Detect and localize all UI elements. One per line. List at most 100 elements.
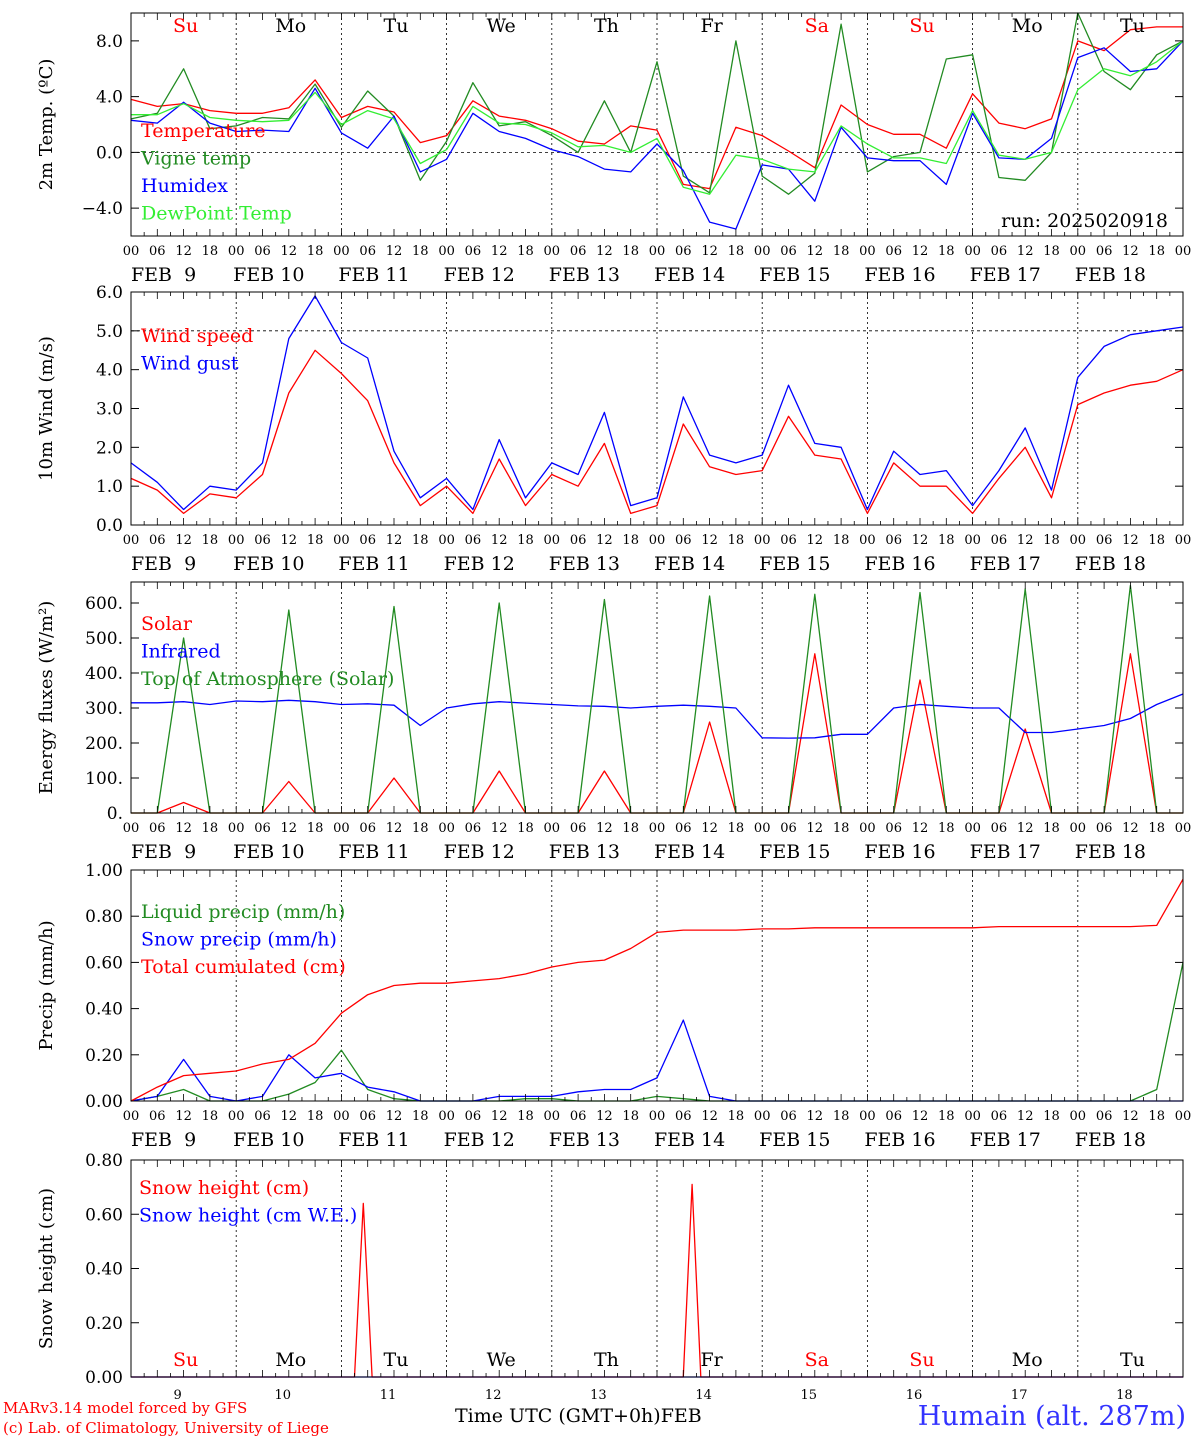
hour-label: 06 — [254, 821, 271, 836]
hour-label: 06 — [885, 533, 902, 548]
hour-label: 00 — [1070, 533, 1087, 548]
legend-1: Snow height (cm) — [139, 1177, 309, 1199]
hour-label: 00 — [544, 821, 561, 836]
date-label: FEB 10 — [233, 841, 304, 863]
hour-label: 12 — [281, 1109, 298, 1124]
hour-label: 12 — [1017, 821, 1034, 836]
weekday-label: Tu — [384, 15, 409, 37]
hour-label: 12 — [491, 1109, 508, 1124]
y-axis-label: Snow height (cm) — [36, 1188, 57, 1349]
hour-label: 00 — [964, 1109, 981, 1124]
hour-label: 18 — [202, 533, 219, 548]
series-line-3 — [130, 878, 1184, 1102]
hour-label: 18 — [728, 533, 745, 548]
legend-2: Snow precip (mm/h) — [141, 929, 337, 951]
y-tick-label: 1.0 — [96, 477, 123, 497]
weekday-label: Tu — [1120, 1349, 1145, 1371]
hour-label: 18 — [728, 244, 745, 259]
day-number: 13 — [590, 1388, 607, 1403]
legend-3: Top of Atmosphere (Solar) — [141, 668, 394, 690]
hour-label: 18 — [833, 244, 850, 259]
hour-label: 18 — [517, 1109, 534, 1124]
hour-label: 06 — [885, 244, 902, 259]
hour-label: 00 — [1070, 244, 1087, 259]
hour-label: 12 — [386, 244, 403, 259]
date-label: FEB 16 — [864, 841, 935, 863]
date-label: FEB 15 — [759, 1129, 830, 1151]
date-label: FEB 13 — [549, 264, 620, 286]
hour-label: 00 — [1175, 821, 1192, 836]
hour-label: 06 — [570, 244, 587, 259]
hour-label: 18 — [307, 533, 324, 548]
date-label: FEB 17 — [970, 264, 1041, 286]
y-tick-label: 0.60 — [85, 1205, 123, 1225]
weekday-label: Sa — [805, 15, 829, 37]
date-label: FEB 15 — [759, 553, 830, 575]
day-number: 16 — [906, 1388, 923, 1403]
date-label: FEB 16 — [864, 1129, 935, 1151]
hour-label: 06 — [675, 533, 692, 548]
panel-3: 600. 500. 400. 300. 200. 100. 0. Energy fluxes … — [36, 581, 1192, 863]
date-label: FEB 12 — [444, 841, 515, 863]
hour-label: 00 — [1070, 821, 1087, 836]
date-label: FEB 11 — [338, 264, 409, 286]
hour-label: 12 — [807, 821, 824, 836]
y-tick-label: 200. — [85, 734, 123, 754]
hour-label: 06 — [570, 1109, 587, 1124]
hour-label: 18 — [1148, 1109, 1165, 1124]
series-line-2 — [130, 12, 1184, 195]
hour-label: 12 — [1122, 244, 1139, 259]
date-label: FEB 10 — [233, 1129, 304, 1151]
date-label: FEB 10 — [233, 553, 304, 575]
hour-label: 06 — [570, 533, 587, 548]
hour-label: 06 — [254, 533, 271, 548]
weekday-label: Tu — [1120, 15, 1145, 37]
legend-2: Infrared — [141, 641, 221, 663]
y-tick-label: −4.0 — [82, 199, 123, 219]
date-label: FEB 12 — [444, 1129, 515, 1151]
hour-label: 00 — [1175, 533, 1192, 548]
hour-label: 18 — [307, 244, 324, 259]
hour-label: 18 — [412, 1109, 429, 1124]
weekday-label: Su — [909, 1349, 934, 1371]
y-tick-label: 3.0 — [96, 400, 123, 420]
day-number: 10 — [275, 1388, 292, 1403]
day-number: 15 — [801, 1388, 818, 1403]
hour-label: 06 — [359, 1109, 376, 1124]
hour-label: 06 — [780, 1109, 797, 1124]
series-line-1 — [130, 26, 1183, 190]
hour-label: 18 — [1043, 821, 1060, 836]
hour-label: 18 — [202, 821, 219, 836]
x-axis-title-text: Time UTC (GMT+0h) — [455, 1405, 661, 1427]
hour-label: 12 — [596, 533, 613, 548]
series-line-3 — [130, 40, 1184, 230]
hour-label: 00 — [649, 1109, 666, 1124]
y-tick-label: 8.0 — [96, 32, 123, 52]
hour-label: 12 — [701, 1109, 718, 1124]
hour-label: 06 — [780, 821, 797, 836]
legend-1: Temperature — [141, 120, 265, 142]
hour-label: 12 — [281, 821, 298, 836]
y-axis-label: 2m Temp. (ºC) — [36, 59, 57, 191]
series-line-4 — [131, 40, 1184, 195]
legend-4: DewPoint Temp — [141, 203, 292, 225]
hour-label: 18 — [728, 1109, 745, 1124]
hour-label: 12 — [491, 533, 508, 548]
y-tick-label: 1.00 — [85, 861, 123, 881]
date-label: FEB 16 — [864, 553, 935, 575]
legend-2: Wind gust — [141, 353, 239, 375]
weekday-label: Mo — [1012, 1349, 1043, 1371]
hour-label: 12 — [912, 244, 929, 259]
hour-label: 00 — [544, 533, 561, 548]
hour-label: 18 — [938, 533, 955, 548]
hour-label: 06 — [465, 533, 482, 548]
day-number: 18 — [1116, 1388, 1133, 1403]
y-tick-label: 0.00 — [85, 1368, 123, 1388]
hour-label: 06 — [991, 1109, 1008, 1124]
date-label: FEB 15 — [759, 264, 830, 286]
date-label: FEB 18 — [1075, 841, 1146, 863]
hour-label: 00 — [754, 1109, 771, 1124]
date-label: FEB 13 — [549, 553, 620, 575]
y-axis-label: 10m Wind (m/s) — [36, 336, 57, 481]
weekday-label: We — [487, 15, 516, 37]
